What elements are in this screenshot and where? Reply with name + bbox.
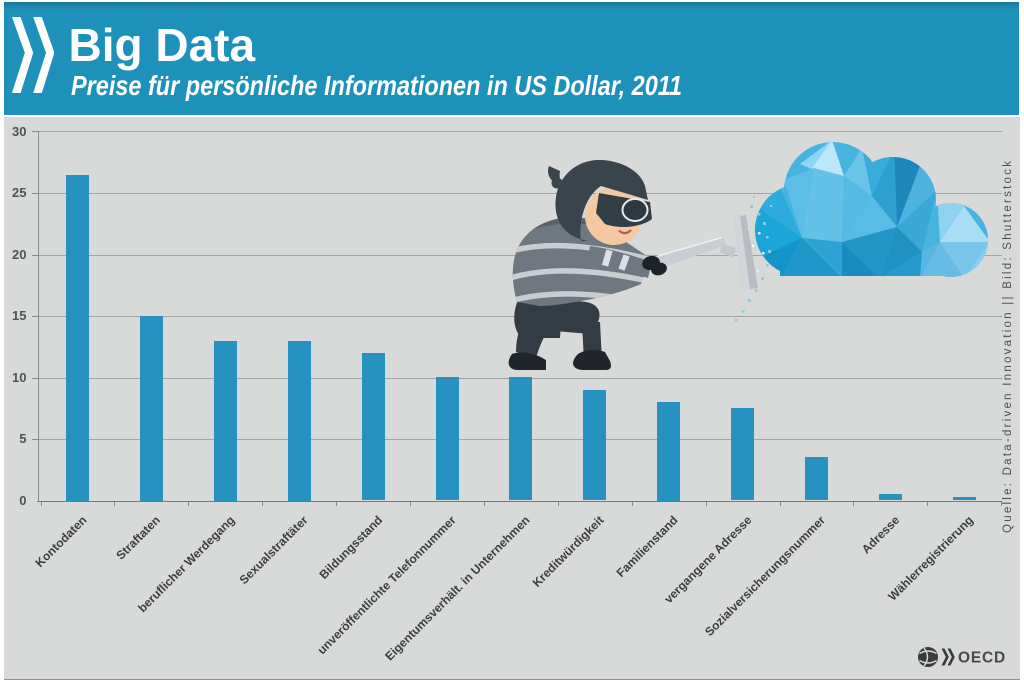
svg-text:OECD: OECD: [958, 650, 1006, 667]
